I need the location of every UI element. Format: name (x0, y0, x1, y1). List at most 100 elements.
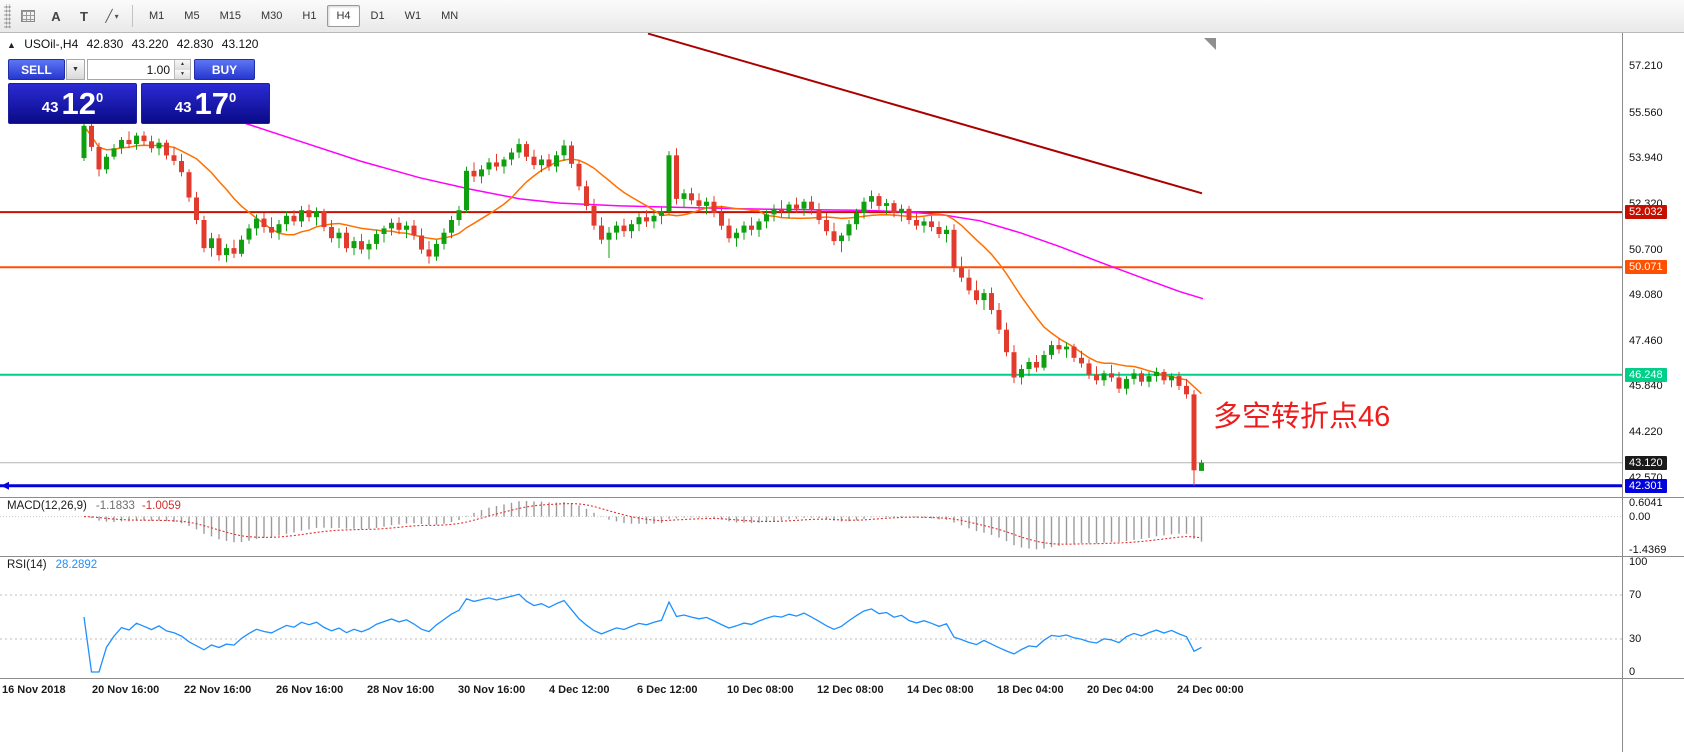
timeline-label: 24 Dec 00:00 (1177, 684, 1244, 696)
macd-panel[interactable]: MACD(12,26,9) -1.1833 -1.0059 (0, 497, 1622, 556)
candlesticks (81, 116, 1204, 486)
sell-price-point: 0 (95, 90, 104, 105)
timeline-label: 20 Nov 16:00 (92, 684, 160, 696)
chart-shift-marker-icon[interactable] (1204, 38, 1216, 50)
chart-annotation-text: 多空转折点46 (1213, 401, 1391, 433)
timeline-label: 4 Dec 12:00 (549, 684, 610, 696)
price-badge-46.248: 46.248 (1625, 367, 1667, 382)
toolbar-separator (132, 5, 133, 27)
price-chart-panel[interactable]: ▲ USOil-,H4 42.830 43.220 42.830 43.120 … (0, 33, 1622, 497)
macd-histogram (90, 501, 1203, 550)
drawing-tools-group: A T ╱ ▾ (15, 4, 125, 28)
chart-grid-tool-button[interactable] (15, 4, 41, 28)
timeframe-w1-button[interactable]: W1 (396, 5, 431, 27)
panel-separator[interactable] (0, 497, 1684, 498)
price-badge-52.032: 52.032 (1625, 205, 1667, 220)
low-value: 42.830 (176, 37, 214, 51)
timeframe-h1-button[interactable]: H1 (293, 5, 325, 27)
volume-dropdown-button[interactable]: ▼ (66, 59, 85, 80)
timeline-label: 16 Nov 2018 (2, 684, 66, 696)
timeframe-group: M1 M5 M15 M30 H1 H4 D1 W1 MN (140, 5, 467, 27)
rsi-panel[interactable]: RSI(14) 28.2892 (0, 556, 1622, 678)
timeline-label: 30 Nov 16:00 (458, 684, 526, 696)
timeline-label: 22 Nov 16:00 (184, 684, 252, 696)
timeline-label: 28 Nov 16:00 (367, 684, 435, 696)
trade-panel-toggle-icon[interactable]: ▲ (7, 40, 16, 50)
sell-price-whole: 43 (41, 99, 59, 116)
shapes-tool-button[interactable]: ╱ ▾ (99, 4, 125, 28)
time-axis[interactable]: 16 Nov 2018 20 Nov 16:00 22 Nov 16:00 26 No… (0, 678, 1622, 752)
macd-header: MACD(12,26,9) -1.1833 -1.0059 (7, 500, 181, 512)
price-tick-label: 50.700 (1629, 243, 1663, 256)
macd-main-value: -1.1833 (95, 500, 135, 512)
buy-button[interactable]: BUY (194, 59, 255, 80)
sell-button[interactable]: SELL (8, 59, 65, 80)
chevron-down-icon: ▾ (114, 11, 119, 21)
buy-price-display[interactable]: 43 17 0 (141, 83, 270, 124)
timeline-label: 12 Dec 08:00 (817, 684, 884, 696)
buy-price-point: 0 (228, 90, 237, 105)
timeline-label: 14 Dec 08:00 (907, 684, 974, 696)
chart-header: ▲ USOil-,H4 42.830 43.220 42.830 43.120 (7, 37, 263, 51)
sell-price-pips: 12 (61, 86, 96, 121)
buy-price-whole: 43 (174, 99, 192, 116)
rsi-line (83, 593, 1202, 673)
timeframe-d1-button[interactable]: D1 (362, 5, 394, 27)
timeline-label: 20 Dec 04:00 (1087, 684, 1154, 696)
rsi-header: RSI(14) 28.2892 (7, 559, 97, 571)
text-tool-icon: T (80, 8, 88, 24)
timeframe-m1-button[interactable]: M1 (140, 5, 173, 27)
macd-tick-label: -1.4369 (1629, 544, 1667, 557)
text-tool-button[interactable]: T (71, 4, 97, 28)
price-tick-label: 53.940 (1629, 152, 1663, 165)
arrow-tool-icon: A (51, 8, 61, 24)
price-tick-label: 49.080 (1629, 289, 1663, 302)
timeframe-h4-button[interactable]: H4 (327, 5, 360, 27)
sell-price-display[interactable]: 43 12 0 (8, 83, 137, 124)
panel-separator[interactable] (0, 556, 1684, 557)
rsi-tick-label: 70 (1629, 589, 1642, 601)
volume-decrease-button[interactable]: ▼ (175, 69, 190, 79)
price-tick-label: 44.220 (1629, 425, 1663, 438)
price-tick-label: 55.560 (1629, 106, 1663, 119)
fast-ma-line[interactable] (83, 125, 1203, 395)
buy-price-pips: 17 (194, 86, 229, 121)
volume-input[interactable] (88, 60, 174, 79)
price-tick-label: 47.460 (1629, 334, 1663, 347)
timeline-label: 10 Dec 08:00 (727, 684, 794, 696)
macd-chart[interactable] (0, 497, 1622, 556)
timeline-label: 6 Dec 12:00 (637, 684, 698, 696)
panel-separator (0, 678, 1684, 679)
price-axis[interactable]: 57.210 55.560 53.940 52.320 50.700 49.080 47.4… (1622, 33, 1684, 752)
price-badge-43.120: 43.120 (1625, 455, 1667, 470)
price-chart[interactable] (0, 33, 1622, 497)
timeframe-m15-button[interactable]: M15 (211, 5, 250, 27)
support-line-arrow-icon (1, 481, 9, 490)
volume-spinner: ▲ ▼ (174, 60, 190, 79)
volume-increase-button[interactable]: ▲ (175, 60, 190, 70)
macd-signal-value: -1.0059 (141, 500, 181, 512)
symbol-label: USOil-,H4 (24, 37, 79, 51)
timeframe-m5-button[interactable]: M5 (175, 5, 208, 27)
timeframe-m30-button[interactable]: M30 (252, 5, 291, 27)
high-value: 43.220 (131, 37, 169, 51)
close-value: 43.120 (221, 37, 259, 51)
rsi-chart[interactable] (0, 556, 1622, 678)
descending-trendline[interactable] (647, 33, 1203, 195)
macd-label: MACD(12,26,9) (7, 500, 87, 512)
arrow-tool-button[interactable]: A (43, 4, 69, 28)
volume-field: ▲ ▼ (87, 59, 191, 80)
price-badge-50.071: 50.071 (1625, 260, 1667, 275)
timeline-label: 26 Nov 16:00 (276, 684, 344, 696)
price-tick-label: 45.840 (1629, 380, 1663, 393)
toolbar-drag-handle[interactable] (4, 4, 11, 28)
price-badge-42.301: 42.301 (1625, 478, 1667, 493)
slow-ma-line[interactable] (239, 120, 1204, 300)
macd-tick-label: 0.6041 (1629, 496, 1663, 509)
rsi-tick-label: 100 (1629, 556, 1648, 568)
timeframe-mn-button[interactable]: MN (432, 5, 467, 27)
open-value: 42.830 (86, 37, 124, 51)
timeline-label: 18 Dec 04:00 (997, 684, 1064, 696)
